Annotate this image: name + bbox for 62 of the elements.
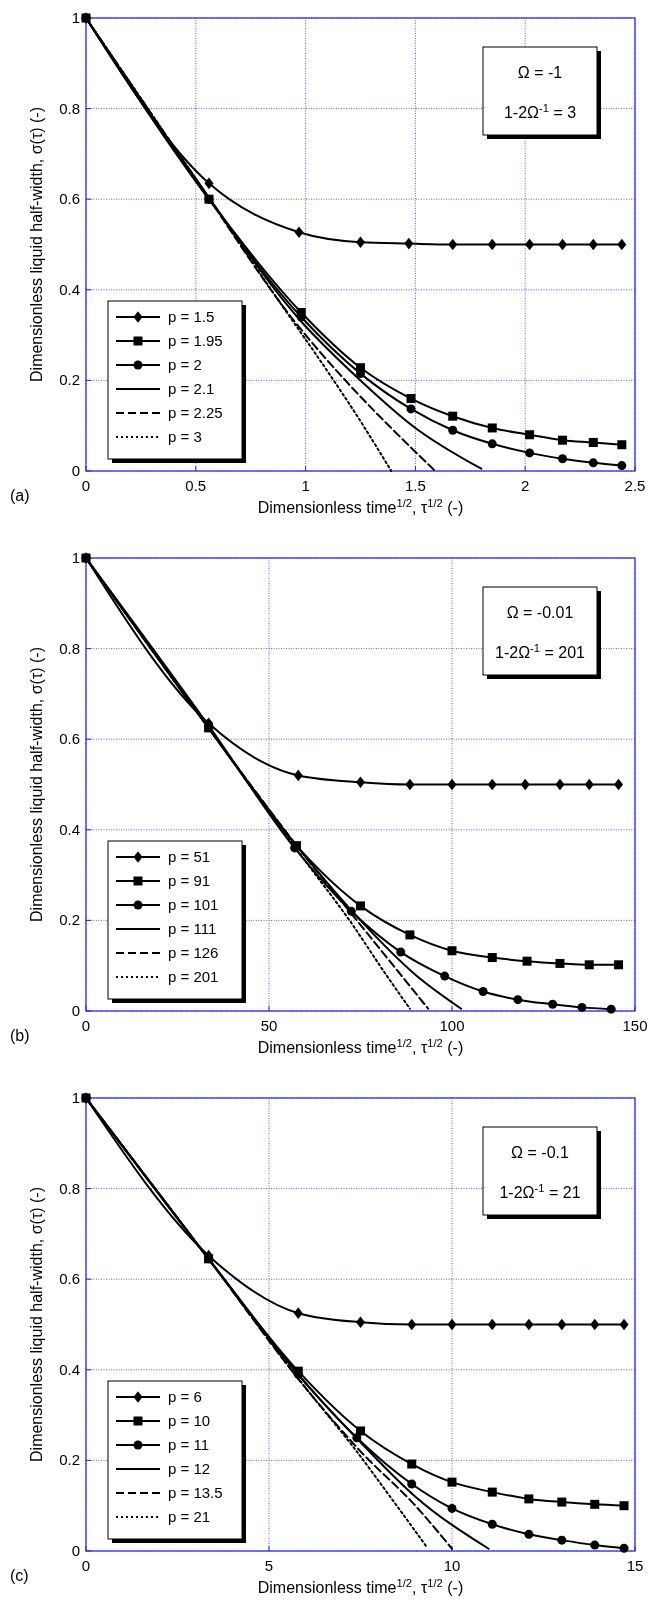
legend-label: p = 1.5 [168,308,215,325]
y-tick-label: 0.6 [59,1270,80,1288]
x-tick-label: 2 [521,477,530,494]
legend-label: p = 126 [168,944,219,961]
y-tick-label: 0.8 [59,99,80,117]
text: (a) [10,487,30,504]
annotation: Ω = -1 [517,64,563,81]
x-tick-label: 5 [264,1557,274,1574]
y-tick-label: 1 [71,1089,80,1106]
annotation: 1-2Ω$^{-1}$ = 21 [499,1182,581,1201]
x-tick-label: 1.5 [404,477,426,494]
y-tick-label: 0.8 [59,639,80,657]
y-tick-label: 0.4 [59,280,80,298]
x-tick-label: 100 [439,1017,465,1034]
x-tick-label: 10 [443,1557,461,1574]
y-tick-label: 0.4 [59,820,80,838]
x-tick-label: 150 [622,1017,648,1034]
legend-label: p = 21 [168,1508,211,1525]
y-tick-label: 0.4 [59,1360,80,1378]
legend-label: p = 2.1 [168,380,215,397]
y-tick-label: 1 [71,549,80,566]
legend-label: p = 6 [168,1388,202,1405]
x-axis-title: Dimensionless time$^{1/2}$, τ$^{1/2}$ (-) [257,497,464,516]
x-tick-label: 50 [260,1017,278,1034]
x-tick-label: 1 [301,477,310,494]
legend-label: p = 91 [168,872,211,889]
legend-label: p = 101 [168,896,219,913]
x-tick-label: 15 [626,1557,644,1574]
y-axis-title: Dimensionless liquid half-width, σ(τ) (-) [28,1187,45,1462]
x-axis-title: Dimensionless time$^{1/2}$, τ$^{1/2}$ (-) [257,1037,464,1056]
y-axis-title: Dimensionless liquid half-width, σ(τ) (-) [28,107,45,382]
y-tick-label: 0.6 [59,730,80,748]
y-axis-title: Dimensionless liquid half-width, σ(τ) (-) [28,647,45,922]
legend-label: p = 2.25 [168,404,223,421]
legend-label: p = 12 [168,1460,211,1477]
y-tick-label: 1 [71,9,80,26]
y-tick-label: 0 [71,462,80,479]
legend-label: p = 11 [168,1436,210,1453]
x-tick-label: 2.5 [624,477,646,494]
annotation: Ω = -0.01 [506,604,574,621]
legend-label: p = 51 [168,848,211,865]
x-axis-title: Dimensionless time$^{1/2}$, τ$^{1/2}$ (-) [257,1577,464,1596]
legend-label: p = 2 [168,356,202,373]
legend-label: p = 10 [168,1412,211,1429]
annotation: Ω = -0.1 [511,1144,569,1161]
y-tick-label: 0 [71,1002,80,1019]
y-tick-label: 0.6 [59,190,80,208]
legend-label: p = 201 [168,968,219,985]
y-tick-label: 0.2 [59,371,80,389]
legend-label: p = 111 [168,920,217,937]
y-tick-label: 0 [71,1542,80,1559]
text: (c) [10,1567,29,1584]
y-tick-label: 0.2 [59,911,80,929]
legend-label: p = 1.95 [168,332,223,349]
text: (b) [10,1027,30,1044]
annotation: 1-2Ω$^{-1}$ = 3 [503,102,577,121]
y-tick-label: 0.2 [59,1451,80,1469]
x-tick-label: 0.5 [185,477,207,494]
legend-label: p = 3 [168,428,202,445]
y-tick-label: 0.8 [59,1179,80,1197]
annotation: 1-2Ω$^{-1}$ = 201 [495,642,586,661]
legend-label: p = 13.5 [168,1484,223,1501]
